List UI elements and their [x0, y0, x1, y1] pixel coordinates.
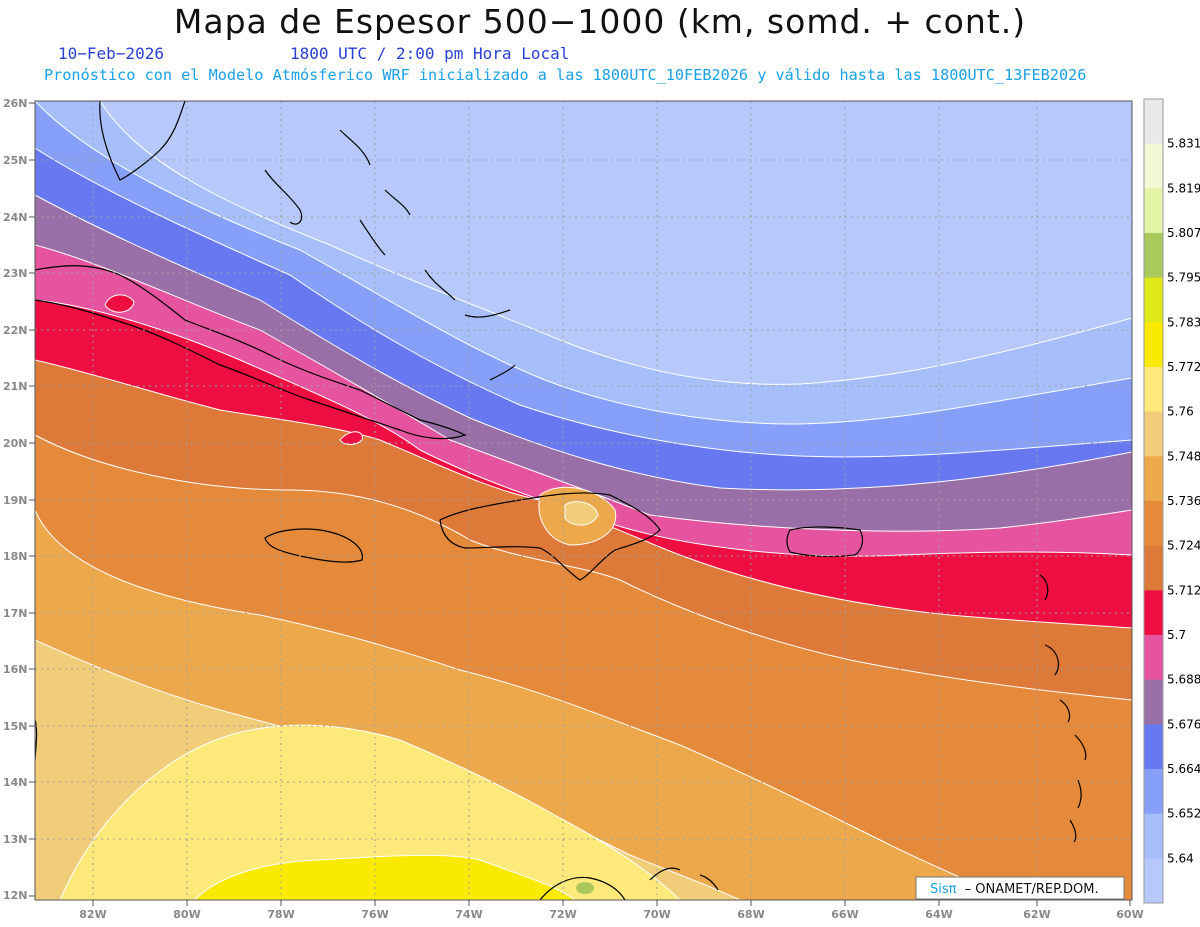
- lon-label: 74W: [455, 908, 482, 921]
- patch-red-cuba: [104, 294, 135, 313]
- lat-label: 13N: [3, 833, 28, 846]
- map-canvas: [35, 101, 1132, 900]
- lat-axis: 26N 25N 24N 23N 22N 21N 20N 19N 18N 17N …: [3, 97, 35, 902]
- colorbar-swatch: [1144, 813, 1163, 859]
- colorbar-swatch: [1144, 322, 1163, 368]
- coast-lesser-antilles: [1039, 574, 1087, 843]
- lat-label: 15N: [3, 720, 28, 733]
- lon-label: 62W: [1023, 908, 1050, 921]
- colorbar-swatch: [1144, 769, 1163, 815]
- colorbar-swatch: [1144, 858, 1163, 904]
- colorbar-swatch: [1144, 367, 1163, 413]
- colorbar: 5.831 5.819 5.807 5.795 5.783 5.772 5.76 5.748 5…: [1143, 98, 1200, 904]
- lon-label: 72W: [549, 908, 576, 921]
- band-green-spot: [576, 882, 594, 894]
- colorbar-swatch: [1144, 545, 1163, 591]
- colorbar-level-label: 5.676: [1167, 717, 1200, 731]
- band-yellow: [194, 854, 576, 900]
- lon-label: 78W: [267, 908, 294, 921]
- lat-label: 14N: [3, 776, 28, 789]
- lat-label: 20N: [3, 437, 28, 450]
- coast-south-america: [539, 867, 719, 900]
- coast-cuba: [35, 265, 467, 440]
- credit-box: Sisπ – ONAMET/REP.DOM.: [915, 876, 1125, 900]
- colorbar-swatch: [1144, 411, 1163, 457]
- colorbar-level-label: 5.64: [1167, 851, 1194, 865]
- lon-axis: 82W 80W 78W 76W 74W 72W 70W 68W 66W 64W …: [79, 900, 1144, 921]
- colorbar-level-label: 5.819: [1167, 181, 1200, 195]
- lon-label: 66W: [831, 908, 858, 921]
- lon-label: 70W: [643, 908, 670, 921]
- gridlines: [35, 101, 1132, 900]
- colorbar-level-label: 5.712: [1167, 583, 1200, 597]
- svg-text:Sisπ – ONAMET/REP.DOM.: Sisπ – ONAMET/REP.DOM.: [930, 882, 1099, 897]
- colorbar-swatch: [1144, 590, 1163, 636]
- colorbar-swatch: [1144, 679, 1163, 725]
- colorbar-level-label: 5.807: [1167, 226, 1200, 240]
- forecast-time: 1800 UTC / 2:00 pm Hora Local: [290, 44, 570, 63]
- colorbar-level-label: 5.688: [1167, 673, 1200, 687]
- colorbar-swatch: [1144, 99, 1163, 145]
- band-light-yellow: [59, 724, 681, 900]
- colorbar-frame: [1143, 98, 1164, 904]
- patch-mountain-core: [564, 501, 599, 526]
- forecast-date: 10−Feb−2026: [58, 44, 164, 63]
- coast-bahamas: [264, 129, 516, 381]
- credit-onamet: – ONAMET/REP.DOM.: [965, 882, 1099, 897]
- lat-label: 25N: [3, 154, 28, 167]
- coast-florida: [99, 101, 186, 181]
- lat-label: 22N: [3, 324, 28, 337]
- lat-label: 26N: [3, 97, 28, 110]
- coast-hispaniola: [439, 492, 661, 581]
- lon-label: 64W: [925, 908, 952, 921]
- credit-sis: Sisπ: [930, 882, 957, 897]
- colorbar-level-label: 5.831: [1167, 137, 1200, 151]
- colorbar-swatch: [1144, 724, 1163, 770]
- lon-label: 60W: [1116, 908, 1143, 921]
- lat-label: 19N: [3, 494, 28, 507]
- colorbar-swatch: [1144, 635, 1163, 681]
- colorbar-swatch: [1144, 501, 1163, 547]
- lat-label: 21N: [3, 380, 28, 393]
- lat-label: 17N: [3, 607, 28, 620]
- lat-label: 23N: [3, 267, 28, 280]
- colorbar-level-label: 5.664: [1167, 762, 1200, 776]
- lon-label: 80W: [173, 908, 200, 921]
- colorbar-swatch: [1144, 143, 1163, 189]
- colorbar-swatch: [1144, 233, 1163, 279]
- lat-label: 18N: [3, 550, 28, 563]
- lon-label: 82W: [79, 908, 106, 921]
- forecast-subtitle: Pronóstico con el Modelo Atmósferico WRF…: [44, 66, 1087, 84]
- colorbar-level-label: 5.652: [1167, 807, 1200, 821]
- colorbar-level-label: 5.748: [1167, 449, 1200, 463]
- coast-jamaica: [264, 528, 363, 563]
- colorbar-swatch: [1144, 456, 1163, 502]
- map-title: Mapa de Espesor 500−1000 (km, somd. + co…: [173, 2, 1027, 41]
- colorbar-level-label: 5.772: [1167, 360, 1200, 374]
- lat-label: 24N: [3, 211, 28, 224]
- lon-label: 76W: [361, 908, 388, 921]
- colorbar-swatch: [1144, 188, 1163, 234]
- colorbar-level-label: 5.795: [1167, 271, 1200, 285]
- patch-red-haiti: [339, 431, 363, 445]
- lat-label: 16N: [3, 663, 28, 676]
- lat-label: 12N: [3, 889, 28, 902]
- colorbar-level-label: 5.724: [1167, 539, 1200, 553]
- lon-label: 68W: [737, 908, 764, 921]
- colorbar-swatch: [1144, 277, 1163, 323]
- colorbar-level-label: 5.7: [1167, 628, 1186, 642]
- colorbar-level-label: 5.76: [1167, 405, 1194, 419]
- coast-puerto-rico: [786, 526, 864, 558]
- coastlines: [35, 101, 1087, 900]
- colorbar-level-label: 5.783: [1167, 315, 1200, 329]
- colorbar-level-label: 5.736: [1167, 494, 1200, 508]
